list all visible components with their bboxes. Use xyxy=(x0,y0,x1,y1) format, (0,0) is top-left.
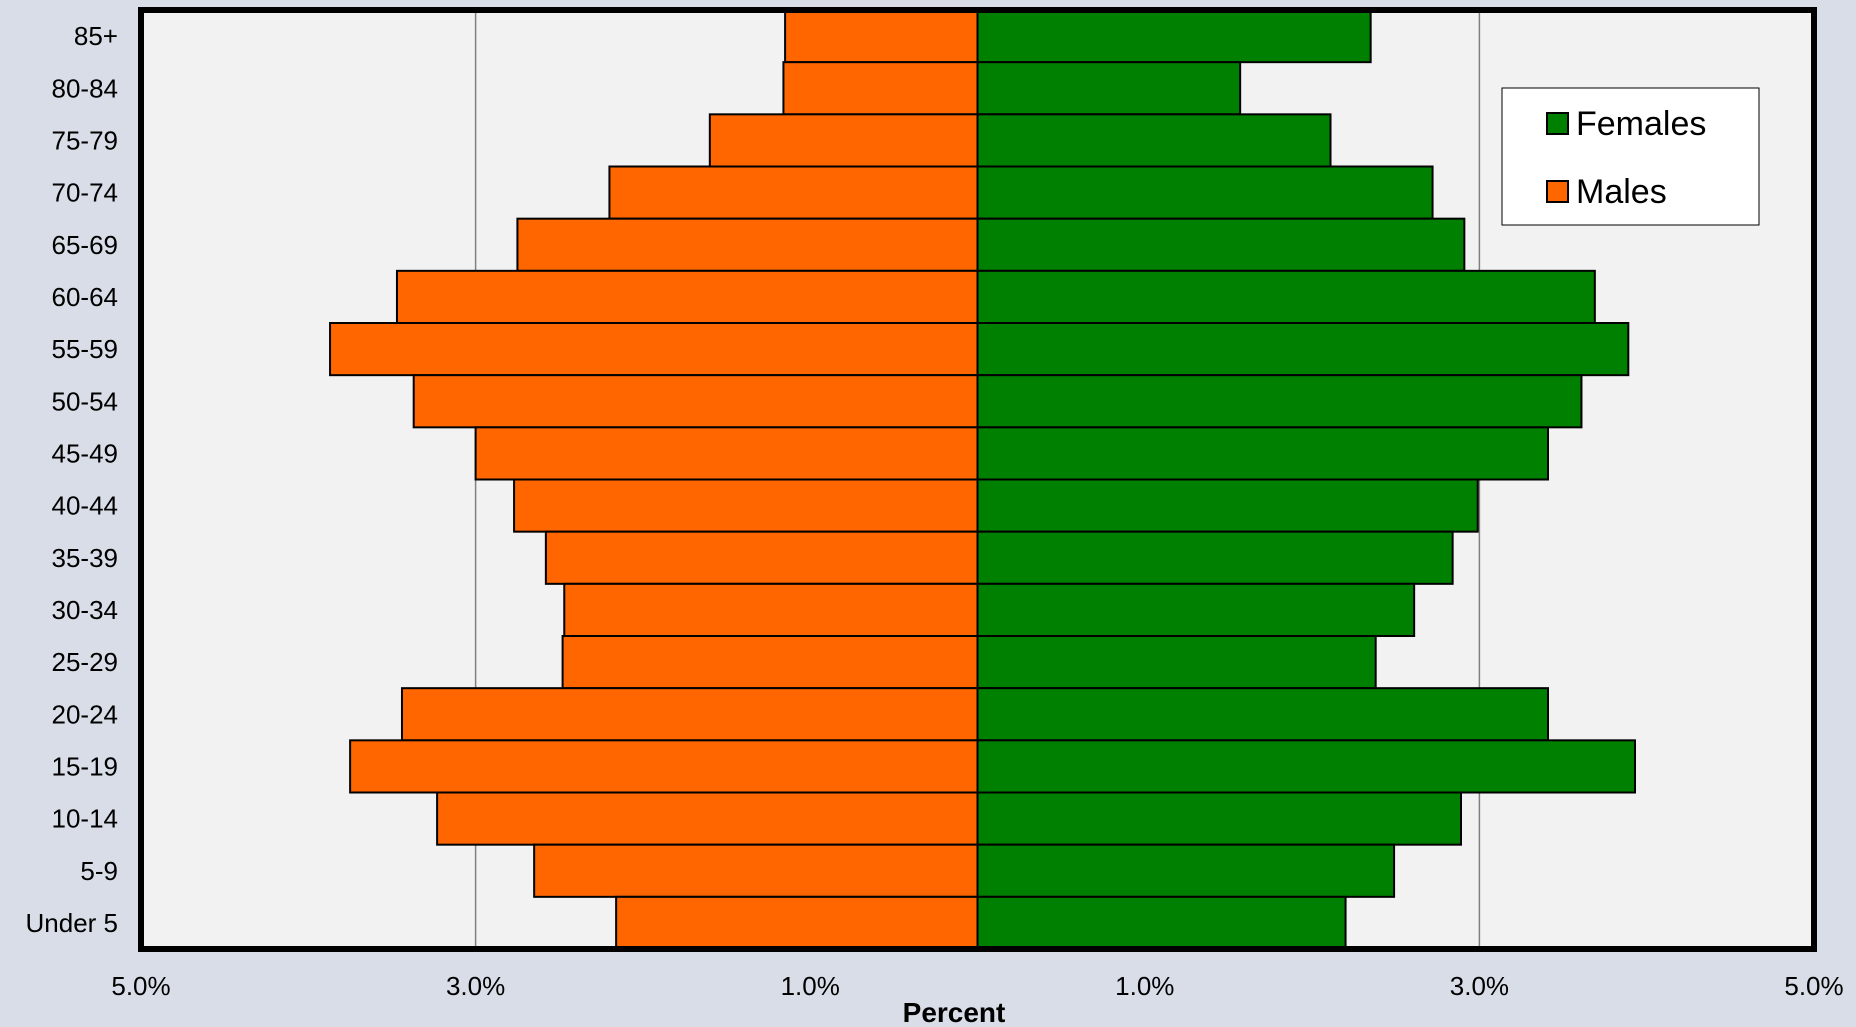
x-tick-label: 5.0% xyxy=(111,971,170,1001)
bar-males-20-24 xyxy=(400,687,979,742)
category-labels: 85+ 80-84 75-79 70-74 65-69 60-64 55-59 50-54 45… xyxy=(26,21,119,938)
category-label: 65-69 xyxy=(52,230,119,260)
category-label: 60-64 xyxy=(52,282,119,312)
category-label: 35-39 xyxy=(52,543,119,573)
category-label: 55-59 xyxy=(52,334,119,364)
bar-males-45-49 xyxy=(474,426,979,481)
legend-label-females: Females xyxy=(1576,105,1706,143)
bar-males-65-69 xyxy=(516,217,979,272)
category-label: 40-44 xyxy=(52,491,119,521)
bar-males-60-64 xyxy=(395,269,979,325)
category-label: 85+ xyxy=(74,21,118,51)
category-label: 50-54 xyxy=(52,386,119,416)
bar-females-15-19 xyxy=(976,739,1636,794)
category-label: 5-9 xyxy=(80,856,118,886)
bar-females-30-34 xyxy=(976,582,1416,637)
bar-females-50-54 xyxy=(976,374,1583,429)
bar-males-25-29 xyxy=(561,635,979,690)
bar-males-50-54 xyxy=(412,374,979,429)
category-label: 25-29 xyxy=(52,647,119,677)
bar-females-25-29 xyxy=(976,635,1377,690)
x-axis-title: Percent xyxy=(903,997,1006,1027)
x-tick-label: 5.0% xyxy=(1784,971,1843,1001)
bar-females-60-64 xyxy=(976,269,1596,325)
category-label: 10-14 xyxy=(52,804,119,834)
bar-females-80-84 xyxy=(976,61,1242,116)
bar-males-10-14 xyxy=(436,791,979,846)
bar-females-10-14 xyxy=(976,791,1462,846)
bar-males-5-9 xyxy=(533,843,979,898)
legend-swatch-males xyxy=(1546,180,1569,203)
bar-females-5-9 xyxy=(976,843,1396,898)
legend-box xyxy=(1501,87,1760,226)
bars xyxy=(329,9,1636,950)
category-label: 20-24 xyxy=(52,699,119,729)
legend-label-males: Males xyxy=(1576,173,1667,211)
x-tick-label: 1.0% xyxy=(1115,971,1174,1001)
bar-males-40-44 xyxy=(513,478,979,533)
x-tick-labels: 5.0% 3.0% 1.0% 1.0% 3.0% 5.0% xyxy=(111,971,1843,1001)
bar-females-75-79 xyxy=(976,113,1332,168)
bar-males-15-19 xyxy=(349,739,979,794)
category-label: 75-79 xyxy=(52,125,119,155)
bar-females-70-74 xyxy=(976,165,1434,220)
bar-males-55-59 xyxy=(329,322,979,377)
category-label: 80-84 xyxy=(52,73,119,103)
legend-swatch-females xyxy=(1546,112,1569,135)
bar-males-30-34 xyxy=(563,582,979,637)
bar-females-under-5 xyxy=(976,895,1347,950)
bar-males-70-74 xyxy=(608,165,979,220)
category-label: Under 5 xyxy=(26,908,119,938)
legend: Females Males xyxy=(1501,87,1760,226)
bar-males-75-79 xyxy=(708,113,979,168)
bar-females-55-59 xyxy=(976,322,1630,377)
category-label: 70-74 xyxy=(52,178,119,208)
category-label: 15-19 xyxy=(52,751,119,781)
bar-females-40-44 xyxy=(976,478,1479,533)
bar-females-20-24 xyxy=(976,687,1549,742)
bar-males-35-39 xyxy=(544,530,979,585)
x-tick-label: 3.0% xyxy=(1450,971,1509,1001)
bar-males-under-5 xyxy=(615,895,979,950)
category-label: 45-49 xyxy=(52,438,119,468)
bar-males-80-84 xyxy=(782,61,979,116)
plot-border xyxy=(138,7,1817,952)
bar-females-45-49 xyxy=(976,426,1549,481)
x-tick-label: 3.0% xyxy=(446,971,505,1001)
bar-females-85- xyxy=(976,9,1372,64)
category-label: 30-34 xyxy=(52,595,119,625)
bar-females-35-39 xyxy=(976,530,1454,585)
bar-females-65-69 xyxy=(976,217,1466,272)
bar-males-85- xyxy=(784,9,979,64)
x-tick-label: 1.0% xyxy=(781,971,840,1001)
